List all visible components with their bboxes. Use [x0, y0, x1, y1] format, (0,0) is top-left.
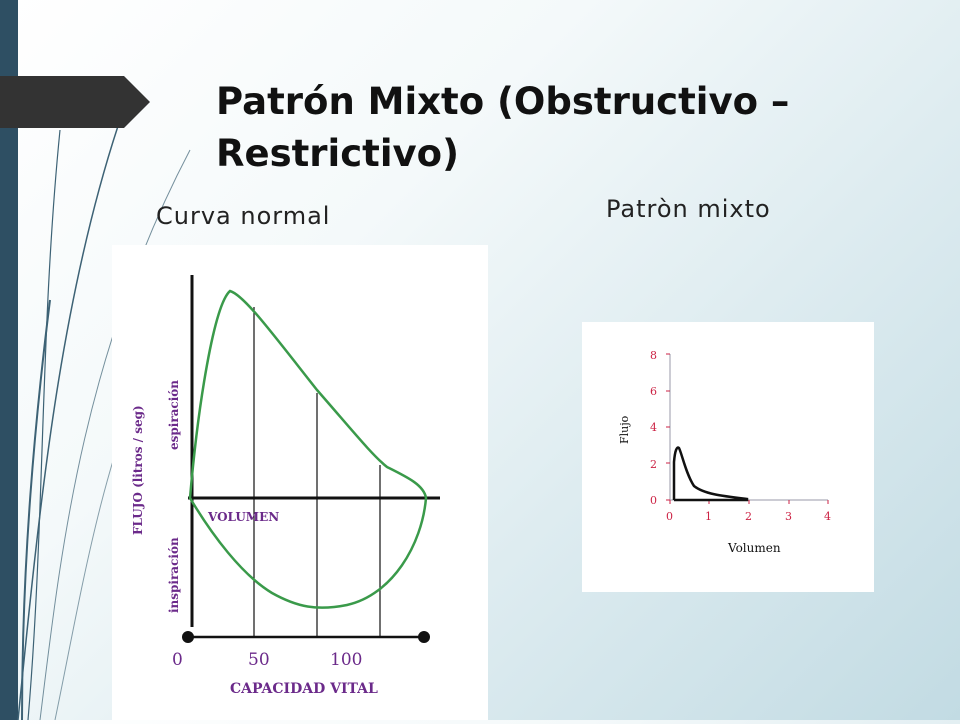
- x-tick-0: 0: [172, 650, 183, 670]
- title-arrow-icon: [0, 76, 150, 128]
- decorative-lines: [17, 119, 191, 720]
- y-tick-4: 4: [650, 421, 657, 434]
- flow-volume-loop: [188, 289, 428, 609]
- x-tick-3: 3: [785, 510, 792, 523]
- x-tick-4: 4: [824, 510, 831, 523]
- y-tick-8: 8: [650, 349, 657, 362]
- y-tick-2: 2: [650, 458, 657, 471]
- x-axis-title: Volumen: [727, 541, 781, 555]
- x-tick-100: 100: [330, 650, 362, 670]
- x-tick-50: 50: [248, 650, 270, 670]
- slide-title: Patrón Mixto (Obstructivo – Restrictivo): [216, 76, 916, 180]
- y-label-flujo: FLUJO (litros / seg): [131, 405, 145, 535]
- mixed-pattern-figure: 0 2 4 6 8 0 1 2 3 4 Flujo Volumen: [582, 322, 874, 592]
- volume-label: VOLUMEN: [207, 510, 279, 524]
- x-tick-1: 1: [705, 510, 712, 523]
- title-line-2: Restrictivo): [216, 132, 459, 175]
- y-axis-title: Flujo: [618, 415, 631, 444]
- mixed-flow-curve: [672, 446, 749, 502]
- y-tick-6: 6: [650, 385, 657, 398]
- x-tick-0: 0: [666, 510, 673, 523]
- x-axis-title: CAPACIDAD VITAL: [230, 681, 378, 697]
- label-curva-normal: Curva normal: [156, 202, 331, 230]
- y-tick-0: 0: [650, 494, 657, 507]
- normal-curve-figure: VOLUMEN 0 50 100 CAPACIDAD VITAL espirac…: [112, 245, 488, 720]
- y-label-inspiracion: inspiración: [167, 537, 181, 613]
- x-tick-2: 2: [745, 510, 752, 523]
- title-line-1: Patrón Mixto (Obstructivo –: [216, 80, 790, 123]
- y-label-espiracion: espiración: [167, 380, 181, 450]
- label-patron-mixto: Patròn mixto: [606, 195, 771, 223]
- left-accent-bar: [0, 0, 18, 720]
